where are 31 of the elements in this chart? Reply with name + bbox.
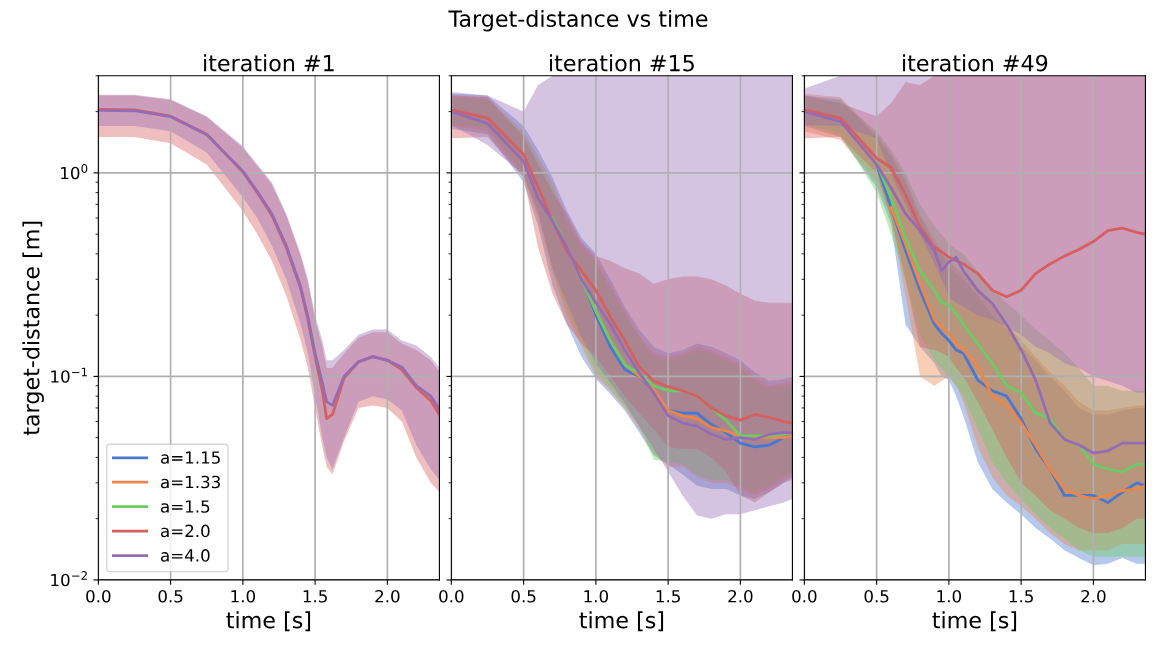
x-axis-title: time [s] [226, 611, 311, 632]
chart-title: iteration #15 [550, 54, 694, 72]
legend-label: a=1.33 [161, 475, 220, 489]
x-axis-title: time [s] [932, 611, 1017, 632]
y-axis-title: target-distance [m] [22, 221, 44, 436]
legend-label: a=1.15 [161, 451, 220, 464]
chart-title: iteration #49 [903, 54, 1048, 72]
x-tick-label: 0.0 [439, 589, 464, 603]
x-axis-title: time [s] [579, 611, 664, 632]
x-tick-label: 0.5 [864, 589, 889, 603]
x-tick-label: 1.0 [937, 589, 962, 603]
x-tick-label: 2.0 [728, 589, 753, 603]
x-tick-label: 2.0 [375, 589, 400, 603]
x-tick-label: 1.5 [303, 590, 327, 603]
y-tick-label: 10$^{−1}$ [51, 367, 87, 383]
x-tick-label: 0.0 [86, 589, 111, 603]
x-tick-label: 2.0 [1081, 589, 1106, 603]
x-tick-label: 0.5 [511, 589, 536, 603]
x-tick-label: 0.0 [792, 589, 817, 603]
chart-title: iteration #1 [204, 54, 334, 72]
x-tick-label: 1.5 [1009, 590, 1033, 603]
x-tick-label: 0.5 [158, 589, 183, 603]
legend-label: a=2.0 [161, 524, 210, 538]
y-tick-label: 10$^{0}$ [61, 164, 88, 180]
text: Target-distance vs time [448, 9, 708, 32]
x-tick-label: 1.0 [231, 589, 256, 603]
x-tick-label: 1.0 [584, 589, 609, 603]
y-tick-label: 10$^{−2}$ [51, 571, 87, 587]
legend-label: a=1.5 [161, 500, 210, 513]
x-tick-label: 1.5 [656, 590, 680, 603]
legend-label: a=4.0 [161, 549, 210, 562]
